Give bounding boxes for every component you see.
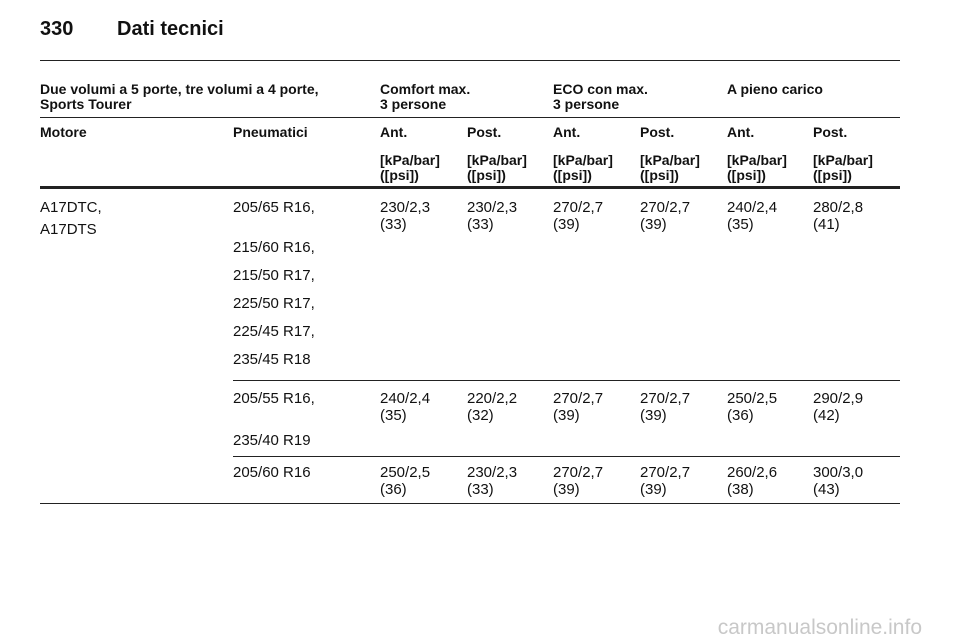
unit-header: ([psi]): [380, 167, 419, 183]
unit-header: [kPa/bar]: [727, 152, 787, 168]
load-header: Comfort max.: [380, 81, 471, 97]
pressure-value: 230/2,3: [467, 464, 518, 481]
pressure-value: (33): [380, 216, 407, 233]
rule: [40, 503, 900, 504]
unit-header: ([psi]): [813, 167, 852, 183]
pressure-value: 270/2,7: [640, 199, 691, 216]
column-header: Motore: [40, 124, 87, 140]
pressure-value: (33): [467, 481, 494, 498]
column-header: Post.: [640, 124, 675, 140]
pressure-value: (36): [727, 407, 754, 424]
pressure-value: (42): [813, 407, 840, 424]
unit-header: [kPa/bar]: [813, 152, 873, 168]
pressure-value: 250/2,5: [727, 390, 778, 407]
pressure-value: 270/2,7: [553, 464, 604, 481]
tyre-size: 235/45 R18: [233, 351, 311, 368]
pressure-value: 290/2,9: [813, 390, 864, 407]
pressure-value: 240/2,4: [727, 199, 778, 216]
tyre-size: 225/50 R17,: [233, 295, 315, 312]
vehicle-header: Due volumi a 5 porte, tre volumi a 4 por…: [40, 81, 319, 97]
pressure-value: 260/2,6: [727, 464, 778, 481]
pressure-value: (41): [813, 216, 840, 233]
pressure-value: 270/2,7: [640, 390, 691, 407]
unit-header: ([psi]): [553, 167, 592, 183]
engine: A17DTS: [40, 221, 97, 238]
rule: [40, 117, 900, 118]
pressure-value: (43): [813, 481, 840, 498]
vehicle-header: Sports Tourer: [40, 96, 132, 112]
pressure-value: (36): [380, 481, 407, 498]
tyre-size: 205/55 R16,: [233, 390, 315, 407]
page-title: Dati tecnici: [117, 18, 224, 40]
rule-thick: [40, 186, 900, 189]
column-header: Pneumatici: [233, 124, 308, 140]
rule: [40, 60, 900, 61]
unit-header: [kPa/bar]: [553, 152, 613, 168]
pressure-value: 270/2,7: [553, 199, 604, 216]
pressure-value: 270/2,7: [640, 464, 691, 481]
tyre-size: 215/50 R17,: [233, 267, 315, 284]
pressure-value: 230/2,3: [467, 199, 518, 216]
unit-header: [kPa/bar]: [640, 152, 700, 168]
pressure-value: (39): [640, 216, 667, 233]
pressure-value: (35): [380, 407, 407, 424]
column-header: Post.: [467, 124, 502, 140]
pressure-value: (33): [467, 216, 494, 233]
column-header: Post.: [813, 124, 848, 140]
unit-header: ([psi]): [727, 167, 766, 183]
pressure-value: (35): [727, 216, 754, 233]
tyre-size: 215/60 R16,: [233, 239, 315, 256]
pressure-value: (39): [640, 407, 667, 424]
pressure-value: 220/2,2: [467, 390, 518, 407]
unit-header: [kPa/bar]: [467, 152, 527, 168]
pressure-value: (32): [467, 407, 494, 424]
load-header: 3 persone: [380, 96, 447, 112]
column-header: Ant.: [553, 124, 581, 140]
unit-header: ([psi]): [467, 167, 506, 183]
pressure-value: (39): [553, 407, 580, 424]
column-header: Ant.: [727, 124, 755, 140]
pressure-value: 230/2,3: [380, 199, 431, 216]
unit-header: [kPa/bar]: [380, 152, 440, 168]
tyre-size: 205/60 R16: [233, 464, 311, 481]
engine: A17DTC,: [40, 199, 102, 216]
tyre-size: 225/45 R17,: [233, 323, 315, 340]
unit-header: ([psi]): [640, 167, 679, 183]
rule: [233, 380, 900, 381]
rule: [233, 456, 900, 457]
pressure-value: 300/3,0: [813, 464, 864, 481]
pressure-value: (39): [553, 481, 580, 498]
load-header: 3 persone: [553, 96, 620, 112]
load-header: A pieno carico: [727, 81, 823, 97]
load-header: ECO con max.: [553, 81, 648, 97]
tyre-size: 235/40 R19: [233, 432, 311, 449]
page-number: 330: [40, 18, 74, 40]
pressure-value: 270/2,7: [553, 390, 604, 407]
column-header: Ant.: [380, 124, 408, 140]
pressure-value: 250/2,5: [380, 464, 431, 481]
pressure-value: 280/2,8: [813, 199, 864, 216]
watermark: carmanualsonline.info: [717, 616, 922, 639]
pressure-value: 240/2,4: [380, 390, 431, 407]
pressure-value: (39): [553, 216, 580, 233]
pressure-value: (39): [640, 481, 667, 498]
pressure-value: (38): [727, 481, 754, 498]
tyre-size: 205/65 R16,: [233, 199, 315, 216]
